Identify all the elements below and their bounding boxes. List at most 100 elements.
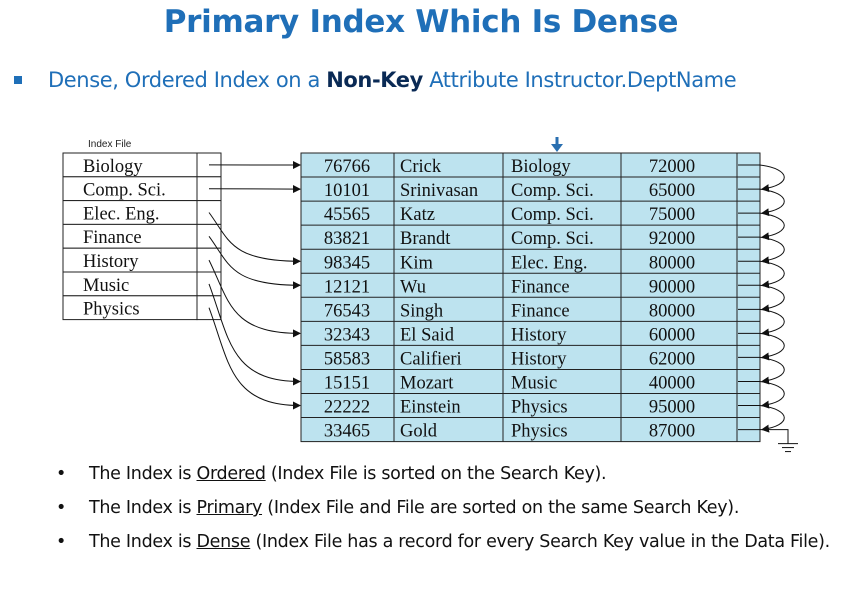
next-record-arrow xyxy=(738,164,785,193)
bullet-text: (Index File has a record for every Searc… xyxy=(250,532,830,552)
index-pointers xyxy=(208,161,301,410)
next-record-arrow xyxy=(738,405,785,433)
next-record-arrow xyxy=(738,332,785,361)
record-name: El Said xyxy=(400,325,455,345)
record-id: 98345 xyxy=(324,253,370,273)
bullet-term: Primary xyxy=(196,498,263,518)
record-dept: Physics xyxy=(511,422,568,442)
index-file: Biology Comp. Sci. Elec. Eng. Finance Histor… xyxy=(62,152,222,321)
subtitle-prefix: Dense, Ordered Index on a xyxy=(48,68,327,92)
next-record-arrow xyxy=(738,188,785,217)
index-file-caption: Index File xyxy=(88,139,132,150)
record-salary: 75000 xyxy=(649,205,695,225)
index-entry-label: Finance xyxy=(83,228,142,248)
index-pointer-arrow xyxy=(208,212,301,266)
record-name: Gold xyxy=(400,422,438,442)
record-name: Kim xyxy=(400,253,434,273)
record-name: Einstein xyxy=(400,398,461,418)
record-dept: Finance xyxy=(511,277,570,297)
record-name: Srinivasan xyxy=(400,181,478,201)
record-dept: Music xyxy=(511,374,557,394)
bullet-list: • The Index is Ordered (Index File is so… xyxy=(56,463,836,565)
bullet-ordered: • The Index is Ordered (Index File is so… xyxy=(56,463,836,486)
record-dept: Comp. Sci. xyxy=(511,229,594,249)
bullet-text: The Index is xyxy=(89,498,197,518)
record-chain xyxy=(738,164,798,453)
record-id: 15151 xyxy=(324,374,370,394)
record-id: 22222 xyxy=(324,398,370,418)
record-name: Singh xyxy=(400,301,443,321)
bullet-dot-icon: • xyxy=(56,464,67,484)
record-name: Brandt xyxy=(400,229,451,249)
bullet-text: (Index File is sorted on the Search Key)… xyxy=(265,464,607,484)
record-dept: Biology xyxy=(511,157,571,177)
next-record-arrow xyxy=(738,236,785,265)
null-pointer-line xyxy=(738,429,789,444)
index-entry-label: Music xyxy=(83,276,129,296)
bullet-term: Ordered xyxy=(196,464,266,484)
record-salary: 40000 xyxy=(649,374,695,394)
record-dept: Comp. Sci. xyxy=(511,181,594,201)
next-record-arrow xyxy=(738,284,785,313)
index-pointer-arrow xyxy=(208,236,301,290)
record-id: 76766 xyxy=(324,157,370,177)
bullet-dot-icon: • xyxy=(56,532,67,552)
record-salary: 90000 xyxy=(649,277,695,297)
record-id: 58583 xyxy=(324,349,370,369)
bullet-primary: • The Index is Primary (Index File and F… xyxy=(56,497,836,520)
record-id: 12121 xyxy=(324,277,370,297)
index-pointer-arrow xyxy=(208,259,301,338)
next-record-arrow xyxy=(738,380,785,409)
record-salary: 72000 xyxy=(649,157,695,177)
index-pointer-cell xyxy=(196,223,222,249)
record-salary: 80000 xyxy=(649,301,695,321)
record-id: 33465 xyxy=(324,422,370,442)
record-salary: 65000 xyxy=(649,181,695,201)
record-dept: History xyxy=(511,349,567,369)
record-name: Mozart xyxy=(400,374,454,394)
record-id: 76543 xyxy=(324,301,370,321)
index-entry-label: Biology xyxy=(83,157,143,177)
next-record-arrow xyxy=(738,260,785,289)
record-dept: Finance xyxy=(511,301,570,321)
index-entry-label: Comp. Sci. xyxy=(83,181,166,201)
square-bullet-icon xyxy=(14,76,22,84)
index-entry-label: Elec. Eng. xyxy=(83,204,160,224)
record-id: 10101 xyxy=(324,181,370,201)
record-salary: 95000 xyxy=(649,398,695,418)
record-name: Wu xyxy=(400,277,426,297)
index-pointer-arrow xyxy=(208,307,301,410)
record-name: Crick xyxy=(400,157,442,177)
subtitle-suffix: Attribute Instructor.DeptName xyxy=(422,68,737,92)
index-entry-label: History xyxy=(83,252,139,272)
next-record-arrow xyxy=(738,308,785,337)
record-dept: Comp. Sci. xyxy=(511,205,594,225)
bullet-dot-icon: • xyxy=(56,498,67,518)
record-salary: 87000 xyxy=(649,422,695,442)
record-name: Califieri xyxy=(400,349,462,369)
next-record-arrow xyxy=(738,356,785,385)
record-salary: 92000 xyxy=(649,229,695,249)
subtitle: Dense, Ordered Index on a Non-Key Attrib… xyxy=(48,68,737,92)
index-pointer-arrow xyxy=(208,283,301,386)
record-salary: 60000 xyxy=(649,325,695,345)
record-dept: History xyxy=(511,325,567,345)
record-dept: Elec. Eng. xyxy=(511,253,588,273)
data-file: 76766 Crick Biology 72000 10101 Srinivasan Com… xyxy=(300,152,761,443)
record-salary: 62000 xyxy=(649,349,695,369)
record-dept: Physics xyxy=(511,398,568,418)
search-key-marker xyxy=(551,137,563,152)
bullet-text: (Index File and File are sorted on the s… xyxy=(262,498,740,518)
bullet-text: The Index is xyxy=(89,464,197,484)
bullet-dense: • The Index is Dense (Index File has a r… xyxy=(56,531,836,554)
next-record-arrow xyxy=(738,212,785,241)
record-id: 83821 xyxy=(324,229,370,249)
record-id: 45565 xyxy=(324,205,370,225)
down-arrow-icon xyxy=(551,144,563,152)
page-title: Primary Index Which Is Dense xyxy=(163,4,679,40)
bullet-text: The Index is xyxy=(89,532,197,552)
index-entry-label: Physics xyxy=(83,300,140,320)
bullet-term: Dense xyxy=(196,532,251,552)
record-id: 32343 xyxy=(324,325,370,345)
